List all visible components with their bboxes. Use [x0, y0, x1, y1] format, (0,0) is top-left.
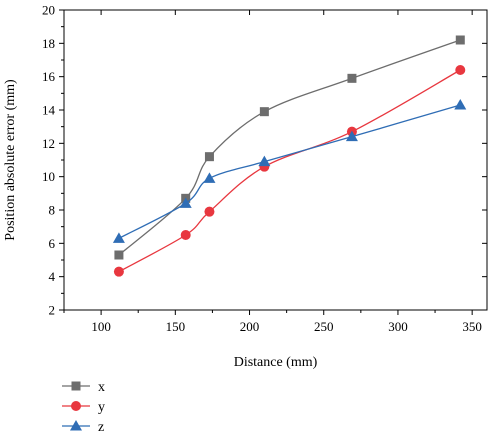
y-tick-label: 6	[49, 236, 56, 251]
x-tick-label: 350	[462, 319, 482, 334]
y-axis-label: Position absolute error (mm)	[3, 79, 18, 241]
y-tick-label: 10	[42, 169, 55, 184]
data-point-x	[204, 152, 214, 162]
legend-item-y: y	[62, 400, 105, 415]
x-axis-label: Distance (mm)	[234, 355, 318, 370]
data-point-x	[259, 107, 269, 117]
x-tick-label: 100	[91, 319, 111, 334]
legend-label: z	[98, 420, 104, 435]
y-tick-label: 4	[49, 269, 56, 284]
axes: 100 150 200 250 300 350 2 4 6 8 10 12 14 16 18 20	[42, 3, 488, 334]
series-x	[114, 35, 465, 260]
y-tick-label: 8	[49, 203, 56, 218]
legend-marker	[71, 401, 81, 411]
legend-item-x: x	[62, 380, 105, 395]
x-tick-label: 250	[314, 319, 334, 334]
plot-frame	[63, 9, 488, 311]
series-line-z	[118, 104, 461, 239]
series-layer	[112, 35, 467, 277]
data-point-y	[455, 65, 466, 75]
data-point-z	[179, 197, 192, 208]
data-point-z	[112, 232, 125, 243]
data-point-z	[345, 130, 358, 142]
legend-label: x	[98, 380, 105, 395]
data-point-z	[203, 172, 216, 183]
y-tick-label: 20	[42, 3, 55, 18]
data-point-y	[113, 266, 124, 277]
data-point-y	[180, 230, 191, 240]
legend-label: y	[98, 400, 105, 415]
x-tick-label: 150	[166, 319, 186, 334]
series-line-x	[118, 39, 461, 256]
data-point-z	[258, 155, 271, 167]
legend-marker	[71, 381, 81, 391]
legend-item-z: z	[62, 420, 104, 435]
series-y	[113, 65, 466, 277]
data-point-x	[114, 250, 124, 260]
data-point-y	[204, 206, 215, 217]
y-tick-label: 2	[49, 303, 56, 318]
series-z	[112, 99, 467, 243]
data-point-x	[347, 73, 357, 83]
legend: xyz	[62, 380, 105, 435]
x-tick-label: 300	[388, 319, 408, 334]
y-tick-label: 12	[42, 136, 55, 151]
y-tick-label: 18	[42, 36, 55, 51]
data-point-z	[454, 99, 467, 110]
y-tick-label: 14	[42, 103, 56, 118]
y-tick-label: 16	[42, 69, 56, 84]
data-point-x	[455, 35, 465, 45]
legend-marker	[70, 420, 82, 431]
x-tick-label: 200	[240, 319, 260, 334]
